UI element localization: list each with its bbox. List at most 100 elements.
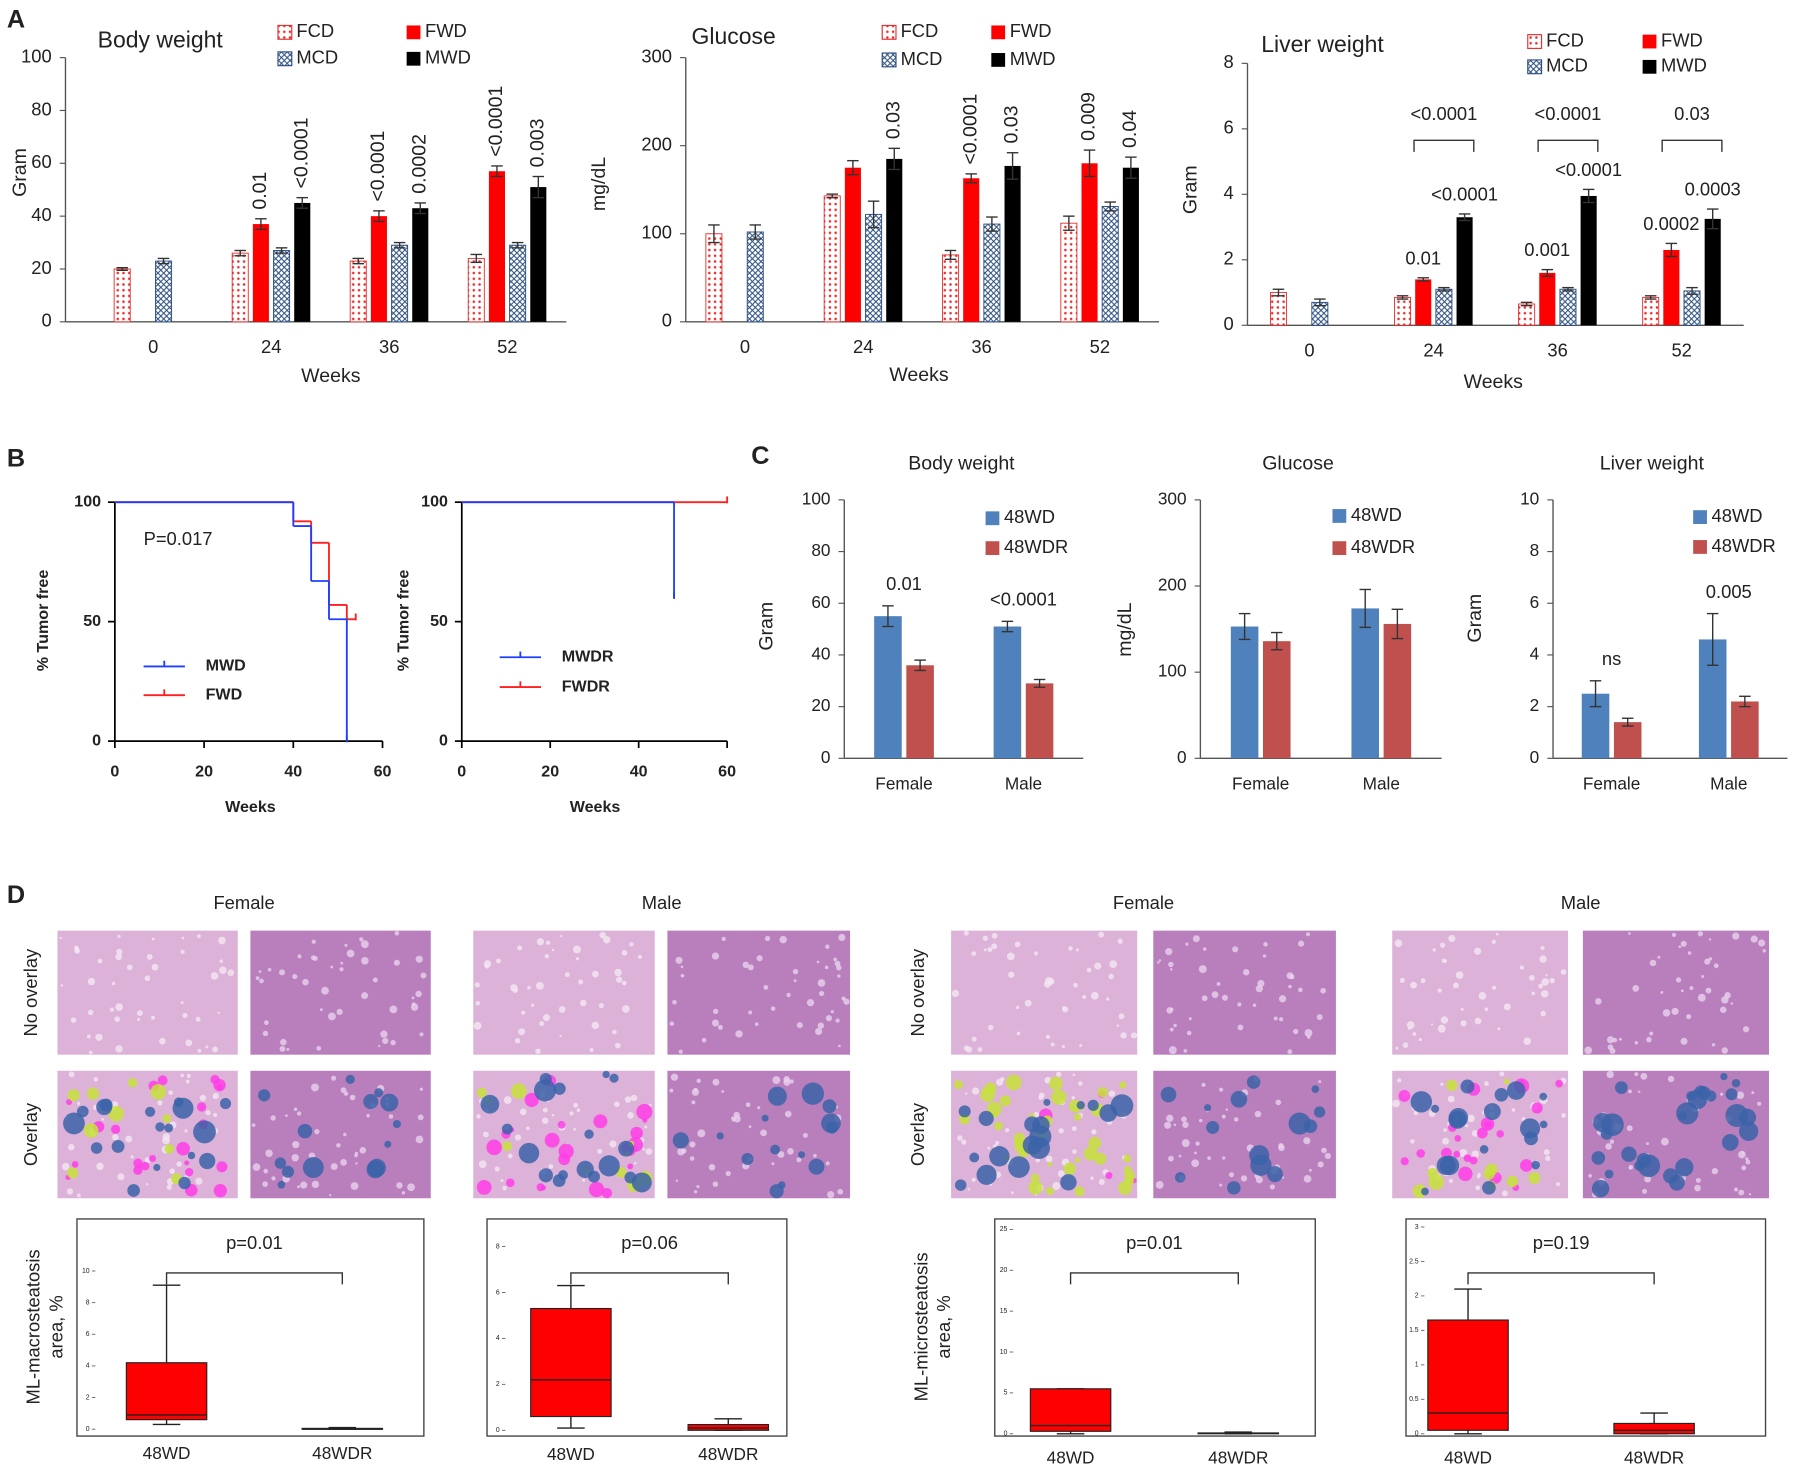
tissue-speckle <box>1318 1080 1322 1084</box>
tissue-speckle <box>115 953 123 961</box>
tissue-speckle <box>146 1182 149 1186</box>
tissue-speckle <box>1757 1101 1762 1106</box>
overlay-blob <box>302 1157 324 1178</box>
tissue-speckle <box>336 1008 343 1016</box>
tissue-speckle <box>633 1161 637 1165</box>
overlay-blob <box>1506 1081 1526 1100</box>
overlay-blob <box>67 1089 80 1102</box>
tissue-speckle <box>1038 1095 1043 1101</box>
bar <box>1731 701 1759 759</box>
y-tick-label: 100 <box>21 45 52 66</box>
tissue-speckle <box>87 977 96 986</box>
tissue-speckle <box>1660 990 1664 994</box>
tissue-speckle <box>558 1006 566 1013</box>
tissue-speckle <box>712 1078 720 1086</box>
tissue-speckle <box>1448 1178 1454 1183</box>
tissue-speckle <box>126 964 133 971</box>
tissue-speckle <box>478 1160 487 1169</box>
tissue-speckle <box>806 999 815 1007</box>
tissue-speckle <box>1452 982 1459 989</box>
x-tick-label: 48WD <box>143 1443 191 1463</box>
y-tick-label: 50 <box>430 612 448 630</box>
tissue-speckle <box>292 974 298 980</box>
overlay-blob <box>127 1184 140 1197</box>
tissue-speckle <box>355 1162 358 1165</box>
tissue-speckle <box>621 950 628 956</box>
tissue-speckle <box>411 996 415 1000</box>
p-value: 0.03 <box>882 101 904 139</box>
tissue-speckle <box>535 1048 541 1055</box>
y-axis-label: Gram <box>1179 165 1201 214</box>
overlay-blob <box>510 1083 527 1100</box>
x-tick-label: 52 <box>1671 340 1691 361</box>
tissue-speckle <box>1605 1143 1612 1150</box>
bar <box>844 167 861 322</box>
overlay-blob <box>1636 1152 1652 1168</box>
bar <box>1663 249 1680 326</box>
overlay-blob <box>274 1157 287 1169</box>
tissue-speckle <box>672 999 677 1005</box>
tissue-speckle <box>627 1112 634 1119</box>
tissue-speckle <box>1742 1026 1750 1033</box>
tissue-speckle <box>991 943 998 950</box>
tissue-speckle <box>1324 1152 1332 1160</box>
row-label: Overlay <box>20 1102 41 1166</box>
bar <box>1060 222 1078 323</box>
tissue-speckle <box>93 1077 99 1082</box>
tissue-speckle <box>818 990 825 997</box>
bracket <box>1413 139 1475 152</box>
row-label: No overlay <box>907 948 928 1037</box>
y-tick-label: 0 <box>496 1427 500 1434</box>
panel-letter: D <box>7 881 25 909</box>
histology-image <box>250 930 431 1055</box>
tissue-speckle <box>1721 1047 1728 1054</box>
tissue-speckle <box>573 1127 576 1131</box>
overlay-blob <box>1421 1187 1429 1196</box>
tissue-speckle <box>1713 963 1719 969</box>
tissue-speckle <box>712 1181 719 1187</box>
overlay-blob <box>1496 1130 1504 1138</box>
tissue-speckle <box>1072 1073 1076 1077</box>
tissue-speckle <box>311 1180 320 1189</box>
tissue-speckle <box>293 1107 298 1111</box>
legend-swatch <box>1527 59 1543 75</box>
overlay-blob <box>1313 1106 1326 1118</box>
overlay-blob <box>1230 1090 1248 1108</box>
y-axis-label: area, % <box>45 1295 66 1358</box>
tissue-speckle <box>218 936 226 945</box>
tissue-speckle <box>1252 1003 1257 1007</box>
bar <box>1415 279 1432 326</box>
tissue-speckle <box>1738 1189 1745 1196</box>
row-label: Overlay <box>907 1102 928 1166</box>
y-tick-label: 8 <box>496 1243 500 1250</box>
x-axis-label: Weeks <box>225 798 276 816</box>
legend-label: MWD <box>425 47 471 68</box>
tissue-speckle <box>1499 1071 1505 1077</box>
y-axis-label: Gram <box>1464 594 1486 643</box>
tissue-speckle <box>837 974 841 978</box>
tissue-speckle <box>68 1143 75 1151</box>
p-label-bg <box>1106 1229 1203 1260</box>
overlay-blob <box>1400 1157 1409 1166</box>
y-tick-label: 0.5 <box>1409 1396 1419 1403</box>
tissue-speckle <box>1680 1037 1688 1045</box>
legend-label: 48WD <box>1351 504 1402 525</box>
overlay-blob <box>384 1140 392 1148</box>
tissue-speckle <box>1320 987 1326 994</box>
tissue-speckle <box>1168 1155 1174 1162</box>
tissue-speckle <box>689 1156 695 1161</box>
tissue-speckle <box>219 966 227 974</box>
tissue-speckle <box>582 1178 586 1182</box>
overlay-blob <box>808 1158 825 1175</box>
y-tick-label: 6 <box>1223 117 1233 138</box>
tissue-speckle <box>60 984 64 987</box>
tissue-speckle <box>1561 1113 1566 1118</box>
y-tick-label: 10 <box>1000 1349 1008 1356</box>
y-axis-label: Gram <box>9 148 31 197</box>
overlay-blob <box>541 1185 546 1191</box>
overlay-blob <box>145 1106 156 1117</box>
overlay-blob <box>1531 1102 1543 1114</box>
tissue-speckle <box>388 1114 394 1119</box>
overlay-blob <box>374 1088 384 1098</box>
tissue-speckle <box>417 1114 424 1121</box>
